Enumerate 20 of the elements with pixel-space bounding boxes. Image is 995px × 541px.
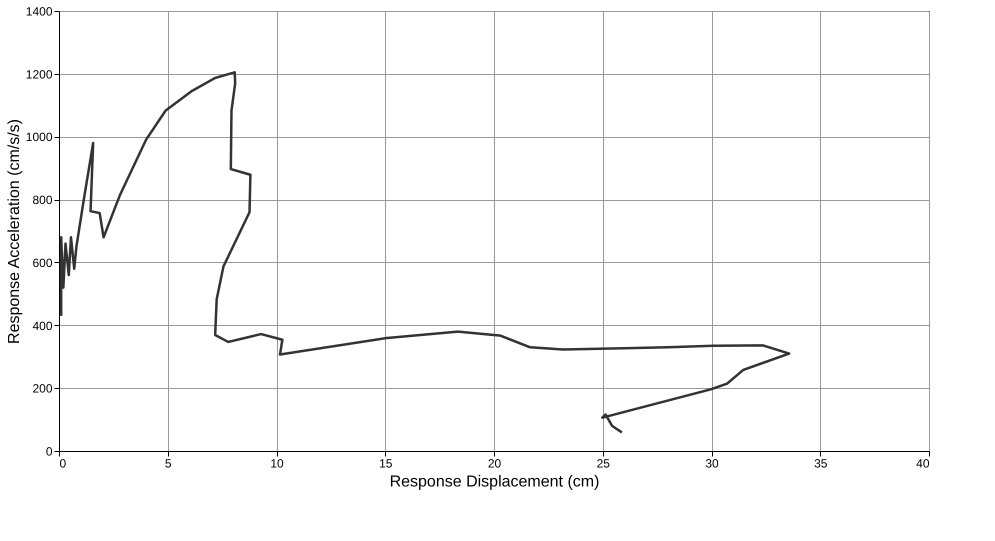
y-axis-title: Response Acceleration (cm/s/s) bbox=[6, 119, 23, 344]
x-tick-label: 30 bbox=[705, 456, 719, 470]
x-tick-label: 40 bbox=[916, 456, 930, 470]
x-tick-label: 0 bbox=[60, 456, 66, 470]
y-tick-label: 1000 bbox=[26, 130, 53, 144]
x-tick-label: 15 bbox=[379, 456, 393, 470]
y-tick-label: 400 bbox=[32, 318, 53, 333]
y-tick-label: 200 bbox=[32, 382, 53, 396]
line-series bbox=[60, 71, 790, 434]
x-tick-label: 5 bbox=[164, 456, 172, 470]
x-tick-label: 20 bbox=[488, 456, 502, 470]
x-tick-label: 35 bbox=[814, 456, 828, 470]
y-tick-label: 1400 bbox=[26, 4, 53, 18]
x-tick-label: 10 bbox=[270, 456, 284, 470]
x-axis-title: Response Displacement (cm) bbox=[390, 474, 600, 490]
y-tick-label: 800 bbox=[32, 193, 53, 208]
y-tick-label: 0 bbox=[46, 444, 53, 458]
x-tick-label: 25 bbox=[596, 456, 610, 470]
y-tick-label: 600 bbox=[32, 256, 53, 270]
y-tick-label: 1200 bbox=[26, 67, 53, 82]
